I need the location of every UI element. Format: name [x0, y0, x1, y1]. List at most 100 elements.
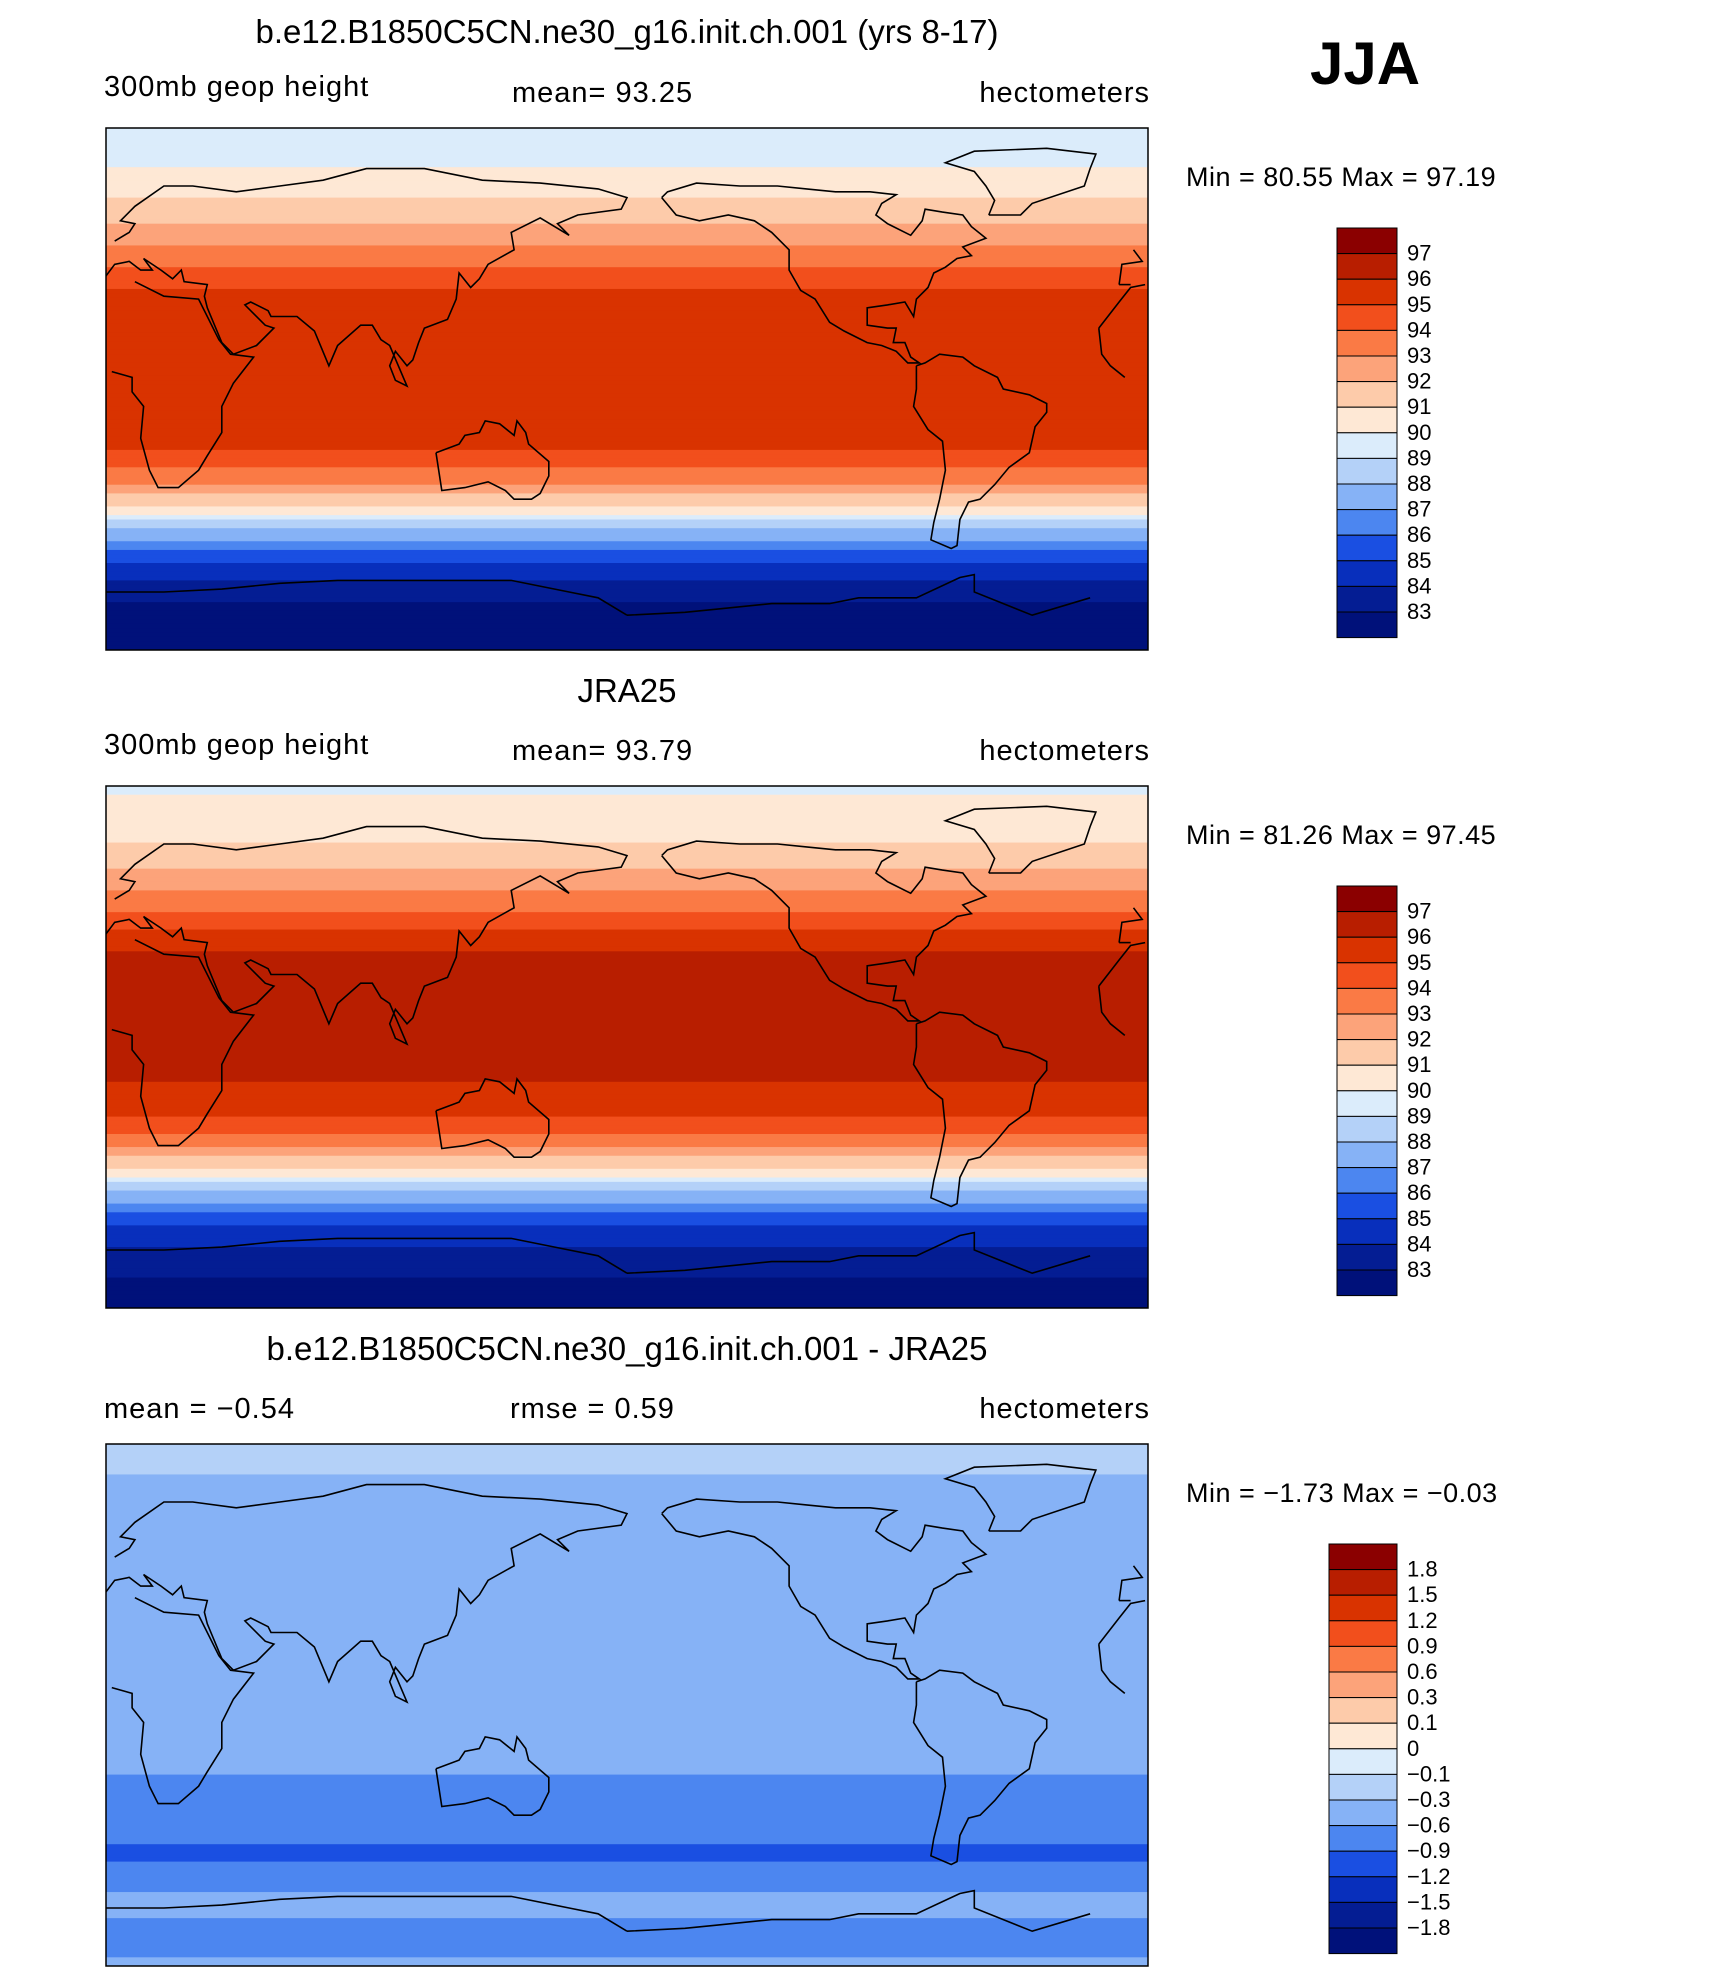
field-band — [106, 986, 1148, 992]
field-band — [106, 1796, 1148, 1802]
coastline — [106, 1483, 629, 1704]
coastline — [106, 1237, 628, 1274]
field-band — [106, 1726, 1148, 1732]
field-band — [106, 467, 1148, 473]
panel-minmax-label: Min = 80.55 Max = 97.19 — [1186, 162, 1496, 192]
field-band — [106, 1761, 1148, 1767]
field-band — [106, 1081, 1148, 1087]
colorbar-swatch — [1328, 1748, 1398, 1775]
field-band — [106, 1090, 1148, 1096]
field-band — [106, 1452, 1148, 1458]
coastline — [661, 840, 988, 1022]
coastline — [111, 938, 256, 1147]
field-band — [106, 1539, 1148, 1545]
field-band — [106, 1705, 1148, 1710]
field-band — [106, 1168, 1148, 1174]
colorbar-tick-label: 91 — [1407, 1052, 1431, 1077]
map-frame — [105, 1443, 1149, 1967]
field-band — [106, 973, 1148, 978]
colorbar-swatch — [1336, 457, 1398, 485]
field-band — [106, 1491, 1148, 1497]
field-band — [106, 523, 1148, 529]
colorbar-swatch — [1328, 1927, 1398, 1955]
field-band — [106, 476, 1148, 481]
field-band — [106, 302, 1148, 307]
coastline — [1098, 941, 1146, 987]
colorbar-swatch — [1328, 1543, 1398, 1571]
field-band — [106, 1238, 1148, 1244]
field-band — [106, 445, 1148, 451]
panel-diff: b.e12.B1850C5CN.ne30_g16.init.ch.001 - J… — [104, 1330, 1498, 1967]
colorbar-tick-label: 94 — [1407, 975, 1431, 1000]
field-band — [106, 1861, 1148, 1867]
field-band — [106, 567, 1148, 573]
field-band — [106, 297, 1148, 303]
field-band — [106, 341, 1148, 347]
field-band — [106, 1465, 1148, 1471]
field-band — [106, 933, 1148, 939]
field-band — [106, 1744, 1148, 1750]
field-band — [106, 167, 1148, 173]
map-frame — [105, 785, 1149, 1309]
field-band — [106, 1678, 1148, 1684]
field-band — [106, 245, 1148, 251]
field-band — [106, 1939, 1148, 1945]
field-band — [106, 1190, 1148, 1196]
colorbar-swatch — [1328, 1697, 1398, 1724]
colorbar-tick-label: 0.6 — [1407, 1659, 1438, 1684]
field-band — [106, 1221, 1148, 1226]
field-band — [106, 1574, 1148, 1580]
field-band — [106, 354, 1148, 360]
panel-minmax-label: Min = −1.73 Max = −0.03 — [1186, 1478, 1498, 1508]
field-band — [106, 1831, 1148, 1837]
field-band — [106, 899, 1148, 905]
colorbar-tick-label: 0.9 — [1407, 1633, 1438, 1658]
field-band — [106, 1918, 1148, 1924]
field-band — [106, 184, 1148, 190]
field-band — [106, 1242, 1148, 1248]
field-band — [106, 280, 1148, 286]
colorbar-tick-label: 0.1 — [1407, 1710, 1438, 1735]
colorbar-swatch — [1328, 1645, 1398, 1673]
colorbar-swatch — [1336, 1141, 1398, 1169]
field-band — [106, 484, 1148, 490]
field-band — [106, 580, 1148, 586]
field-band — [106, 1251, 1148, 1257]
colorbar-swatch — [1336, 962, 1398, 989]
field-band — [106, 436, 1148, 442]
field-band — [106, 790, 1148, 796]
field-band — [106, 1618, 1148, 1623]
field-band — [106, 1177, 1148, 1183]
field-band — [106, 1531, 1148, 1536]
field-band — [106, 1674, 1148, 1680]
field-band — [106, 358, 1148, 364]
field-band — [106, 249, 1148, 255]
panel-title: b.e12.B1850C5CN.ne30_g16.init.ch.001 (yr… — [256, 13, 999, 50]
field-band — [106, 1277, 1148, 1283]
colorbar-swatch — [1328, 1850, 1398, 1878]
panel-variable-label: 300mb geop height — [104, 729, 369, 761]
field-band — [106, 1129, 1148, 1135]
field-band — [106, 1805, 1148, 1810]
field-band — [106, 960, 1148, 965]
colorbar-swatch — [1336, 329, 1398, 357]
field-band — [106, 1587, 1148, 1593]
field-band — [106, 1578, 1148, 1584]
field-band — [106, 1552, 1148, 1558]
field-band — [106, 641, 1148, 647]
field-band — [106, 528, 1148, 534]
panel-rmse-label: rmse = 0.59 — [510, 1393, 675, 1425]
coastline — [1098, 328, 1126, 379]
field-band — [106, 1865, 1148, 1871]
field-band — [106, 571, 1148, 577]
field-band — [106, 1060, 1148, 1065]
panel-variable-label: 300mb geop height — [104, 71, 369, 103]
colorbar-swatch — [1336, 432, 1398, 459]
field-band — [106, 942, 1148, 948]
field-band — [106, 489, 1148, 494]
coastline — [942, 805, 1098, 874]
field-band — [106, 786, 1148, 791]
field-band — [106, 1487, 1148, 1493]
field-band — [106, 1548, 1148, 1554]
field-band — [106, 219, 1148, 225]
